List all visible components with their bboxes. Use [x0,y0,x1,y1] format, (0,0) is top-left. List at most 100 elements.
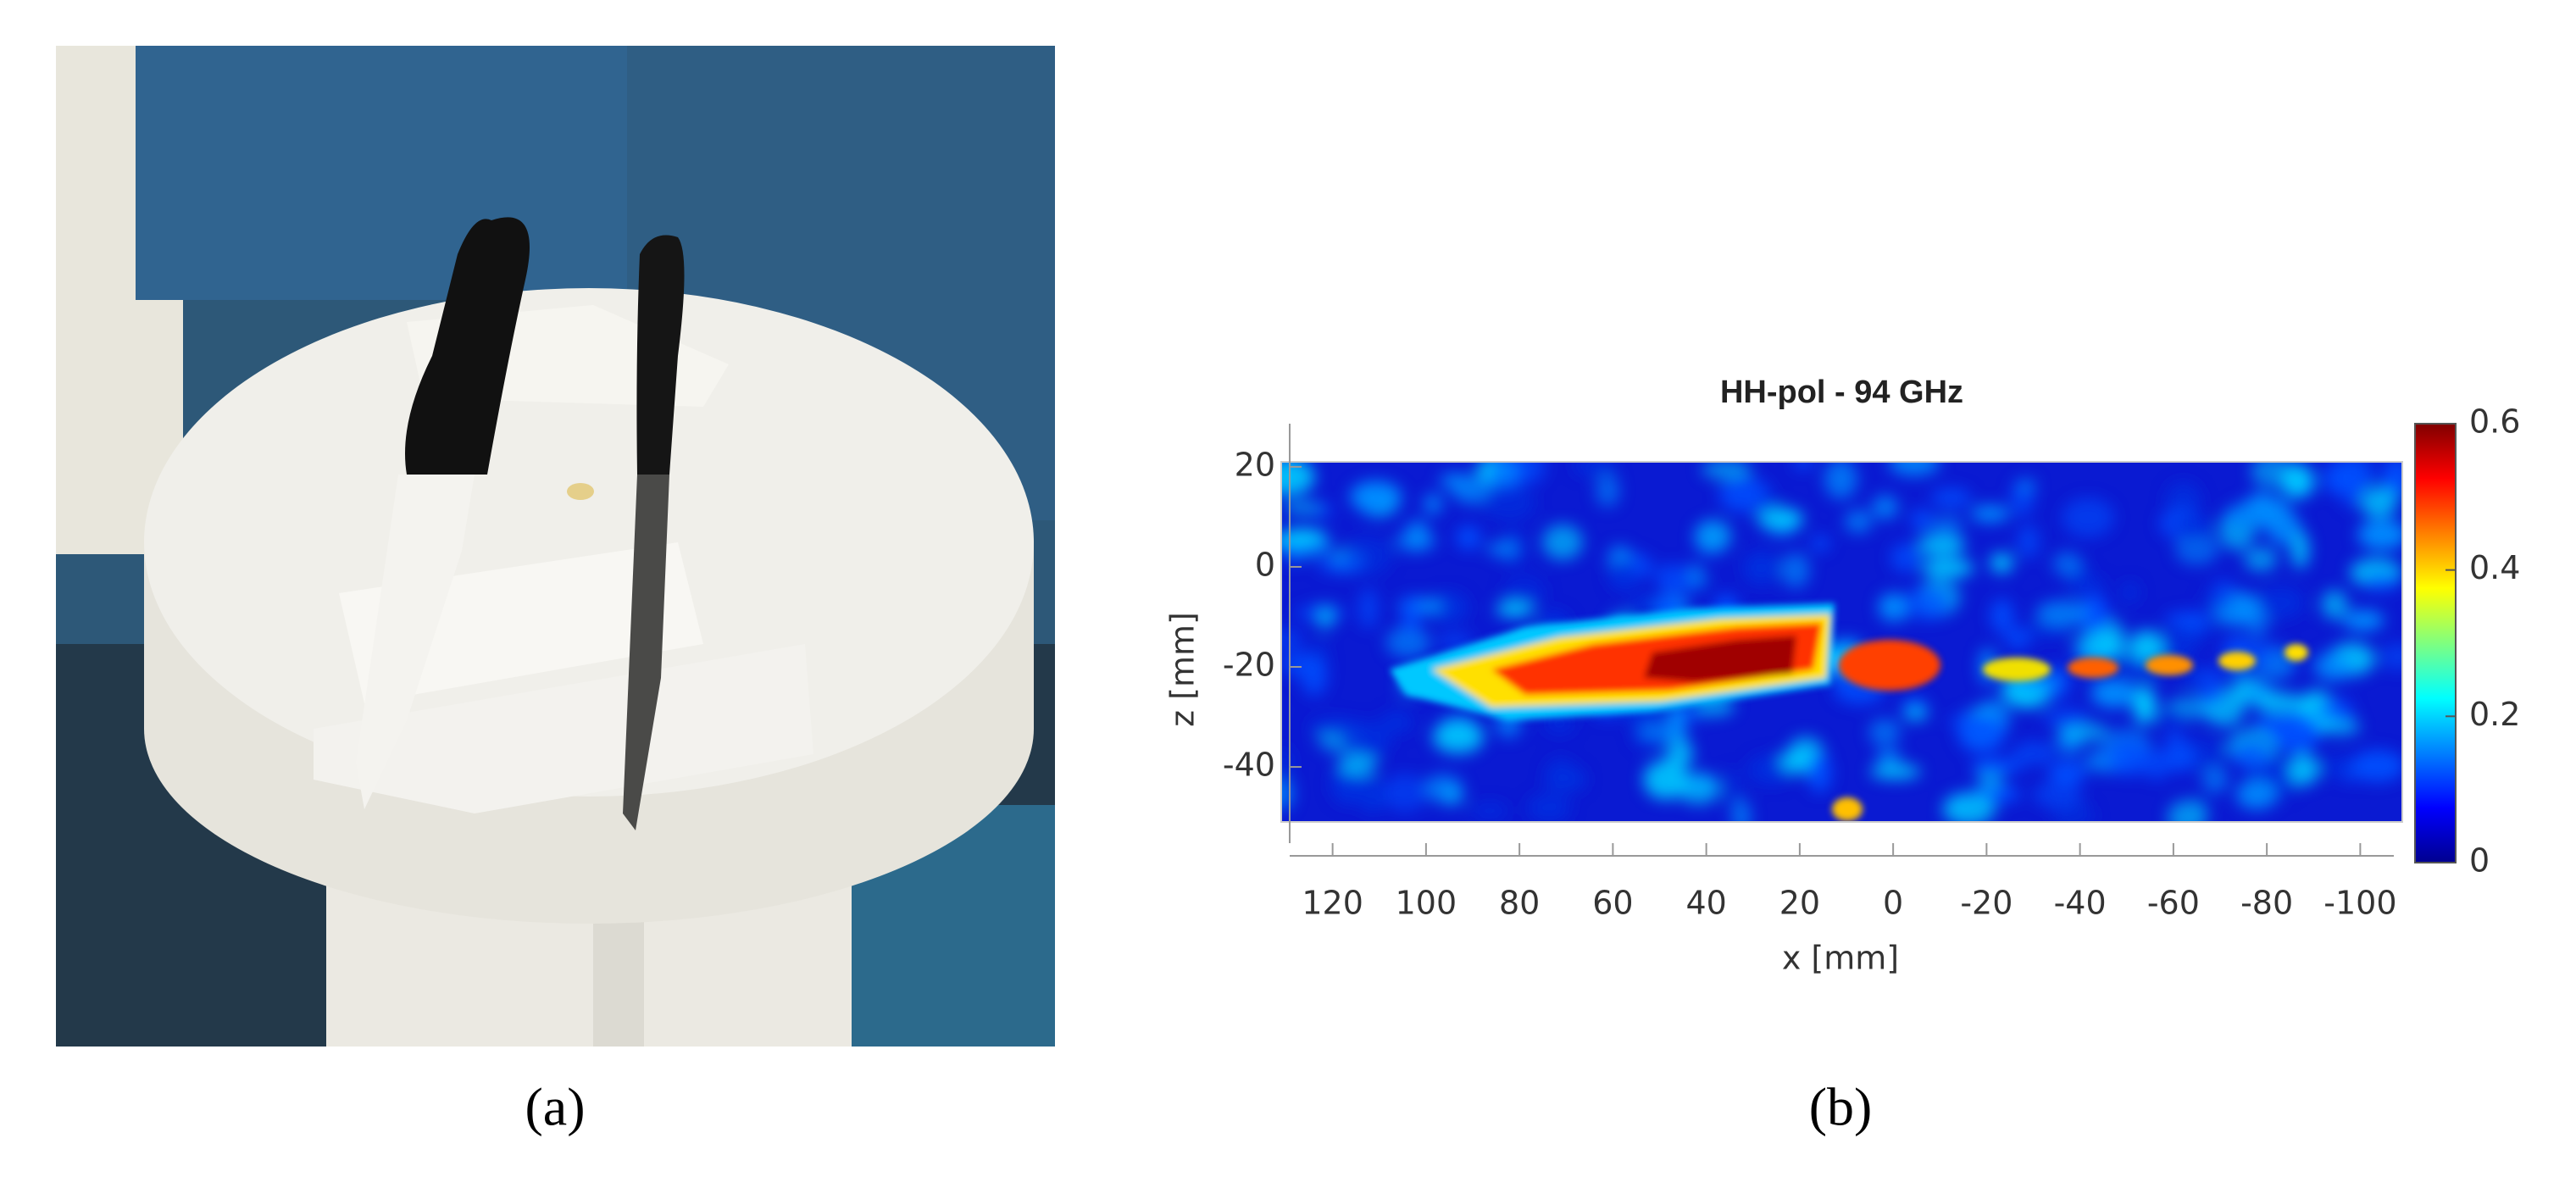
x-tick-label: 20 [1779,885,1820,922]
speckle [2086,576,2105,592]
speckle [2380,642,2402,671]
x-tick-label: -60 [2147,885,2200,922]
speckle [1544,765,1587,793]
speckle [2244,547,2278,572]
speckle [1781,552,1810,588]
speckle [2343,609,2384,631]
speckle [1666,738,1694,770]
speckle [1349,480,1402,513]
speckle [2357,519,2402,550]
speckle [1807,752,1832,793]
caption: (b) [1809,1077,1873,1137]
speckle [1513,462,1546,484]
speckle [2035,600,2090,627]
speckle [2059,722,2109,741]
speckle [1654,564,1690,587]
speckle [1427,591,1469,625]
speckle [2004,626,2032,650]
speckle [2133,686,2157,725]
speckle [1694,519,1732,552]
speckle [1281,529,1325,546]
speckle [2351,749,2402,783]
speckle [2168,800,2207,822]
speckle [1903,706,1929,722]
speckle [1844,509,1873,534]
speckle [1380,711,1413,734]
speckle [1436,632,1474,650]
speckle [1424,493,1443,515]
speckle [1793,462,1814,470]
speckle [1456,525,1481,550]
speckle [2313,652,2353,681]
speckle [2317,697,2349,724]
photo [56,46,1055,1047]
speckle [1572,462,1616,476]
speckle [1424,774,1463,803]
speckle [2107,739,2151,776]
x-tick-label: 100 [1396,885,1457,922]
speckle [2015,478,2037,494]
speckle [1282,501,1322,515]
speckle [2257,586,2305,619]
speckle [2212,579,2235,599]
speckle [1317,604,1335,630]
x-axis-label: x [mm] [1782,940,1899,977]
speckle [1608,559,1638,591]
speckle [1824,462,1858,499]
speckle [2062,497,2115,537]
caption: (a) [525,1077,585,1137]
y-axis-label: z [mm] [1164,612,1202,727]
speckle [1888,462,1940,476]
speckle [1811,535,1830,552]
speckle [1596,474,1620,508]
speckle [1970,505,2010,523]
speckle [1970,758,2024,774]
speckle [1942,792,1996,822]
speckle [2079,593,2109,635]
speckle [2162,742,2196,772]
speckle [1527,793,1571,822]
speckle [2201,765,2229,793]
speckle [1358,587,1379,629]
speckle [1718,477,1771,513]
speckle [1990,552,2013,573]
speckle [2359,486,2398,519]
speckle [2052,552,2082,576]
speckle [1918,533,1966,557]
speckle [1637,724,1689,741]
speckle [2232,741,2271,769]
y-tick-label: 0 [1255,546,1275,583]
speckle [1316,556,1365,574]
x-tick-label: -20 [1960,885,2012,922]
speckle [1307,716,1362,736]
speckle [1921,558,1974,578]
speckle [1742,551,1781,585]
speckle [2090,679,2137,708]
speckle [2382,462,2402,494]
speckle [1281,628,1304,650]
speckle [1482,486,1536,522]
speckle [1470,802,1509,820]
speckle [1301,657,1328,697]
speckle [1876,748,1901,765]
speckle [1732,798,1751,822]
x-tick-label: -40 [2054,885,2107,922]
speckle [1949,713,2000,731]
speckle [1281,776,1294,810]
colorbar-tick-label: 0.2 [2469,696,2520,733]
speckle [1868,719,1901,747]
speckle [1931,488,1972,508]
speckle [1337,753,1378,776]
speckle [2165,481,2201,518]
y-tick-label: -40 [1223,747,1275,784]
speckle [2321,590,2348,619]
speckle [2164,611,2211,628]
speckle [2042,708,2089,727]
speckle [2197,667,2223,707]
speckle [2364,574,2400,591]
speckle [2033,780,2082,808]
speckle [1385,626,1431,658]
speckle [1890,542,1922,573]
